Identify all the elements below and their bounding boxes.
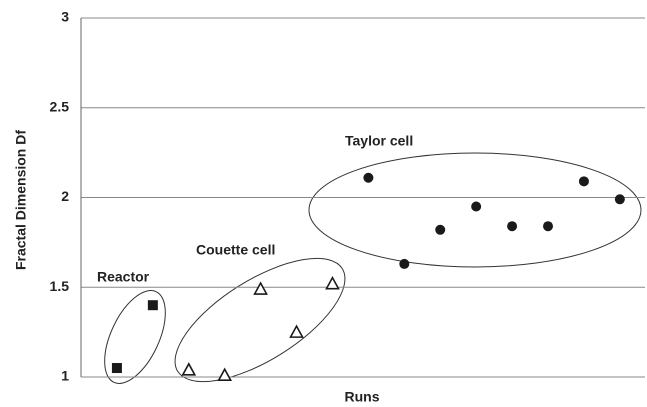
point — [181, 362, 197, 376]
point — [147, 300, 158, 311]
x-axis-label: Runs — [345, 389, 380, 405]
point — [289, 324, 304, 338]
point — [325, 275, 340, 290]
point — [435, 224, 446, 235]
y-tick-label: 1 — [61, 368, 69, 384]
y-tick-label: 1.5 — [50, 278, 70, 294]
point — [614, 194, 625, 205]
point — [543, 221, 554, 232]
y-axis-label: Fractal Dimension Df — [13, 130, 29, 270]
point — [253, 281, 268, 295]
y-tick-label: 2 — [61, 188, 69, 204]
group-outline — [308, 152, 642, 268]
point — [399, 258, 410, 269]
point — [111, 363, 122, 374]
y-tick-label: 2.5 — [50, 98, 70, 114]
y-tick-label: 3 — [61, 9, 69, 25]
group-label: Couette cell — [196, 242, 275, 258]
point — [363, 172, 374, 183]
group-outline — [104, 290, 166, 384]
group-label: Reactor — [97, 269, 150, 285]
point — [507, 221, 518, 232]
group-label: Taylor cell — [345, 133, 413, 149]
point — [471, 201, 482, 212]
group-outline — [174, 257, 346, 383]
point — [578, 176, 589, 187]
point — [217, 367, 233, 382]
